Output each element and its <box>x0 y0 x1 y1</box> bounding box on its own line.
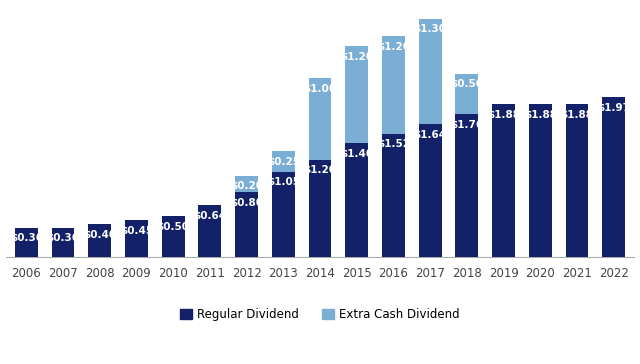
Text: $1.30: $1.30 <box>413 24 447 34</box>
Text: $0.64: $0.64 <box>193 210 227 221</box>
Bar <box>419 124 442 257</box>
Text: $1.00: $1.00 <box>303 84 337 94</box>
Text: $1.20: $1.20 <box>303 165 337 175</box>
Text: $0.80: $0.80 <box>230 198 263 207</box>
Text: $0.36: $0.36 <box>47 233 79 243</box>
Bar <box>272 172 294 257</box>
Text: $0.40: $0.40 <box>83 230 116 240</box>
Bar <box>198 205 221 257</box>
Text: $0.45: $0.45 <box>120 226 153 236</box>
Bar <box>456 114 478 257</box>
Text: $0.36: $0.36 <box>10 233 43 243</box>
Text: $0.50: $0.50 <box>451 79 483 89</box>
Text: $1.88: $1.88 <box>524 110 557 120</box>
Bar <box>235 176 258 192</box>
Bar <box>602 97 625 257</box>
Text: $0.25: $0.25 <box>267 157 300 167</box>
Text: $1.20: $1.20 <box>340 52 373 62</box>
Bar <box>308 79 332 159</box>
Text: $1.20: $1.20 <box>377 42 410 52</box>
Bar <box>162 216 184 257</box>
Text: $1.88: $1.88 <box>561 110 593 120</box>
Bar <box>272 151 294 172</box>
Text: $1.52: $1.52 <box>377 139 410 149</box>
Bar <box>15 228 38 257</box>
Legend: Regular Dividend, Extra Cash Dividend: Regular Dividend, Extra Cash Dividend <box>180 308 460 321</box>
Bar <box>382 36 405 134</box>
Text: $1.05: $1.05 <box>267 177 300 187</box>
Bar <box>419 19 442 124</box>
Bar <box>88 224 111 257</box>
Bar <box>456 74 478 114</box>
Bar <box>235 192 258 257</box>
Bar <box>492 104 515 257</box>
Text: $1.64: $1.64 <box>413 130 447 139</box>
Bar <box>308 159 332 257</box>
Bar <box>346 143 368 257</box>
Bar <box>125 220 148 257</box>
Text: $1.40: $1.40 <box>340 149 373 159</box>
Text: $0.50: $0.50 <box>157 222 189 232</box>
Bar <box>52 228 74 257</box>
Bar <box>566 104 588 257</box>
Bar <box>529 104 552 257</box>
Text: $1.76: $1.76 <box>451 120 483 130</box>
Text: $1.88: $1.88 <box>487 110 520 120</box>
Text: $1.97: $1.97 <box>597 103 630 113</box>
Bar <box>346 46 368 143</box>
Bar <box>382 134 405 257</box>
Text: $0.20: $0.20 <box>230 181 263 191</box>
